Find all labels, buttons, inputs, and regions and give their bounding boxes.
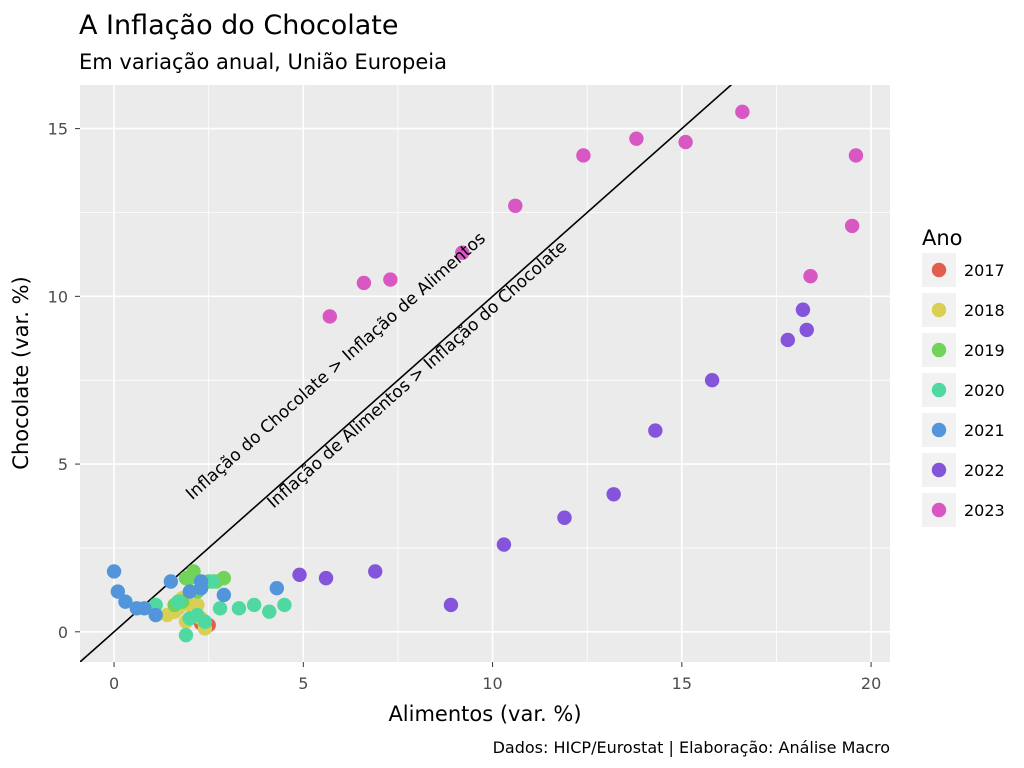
data-point-2023 bbox=[455, 245, 470, 260]
legend-label-2018: 2018 bbox=[964, 301, 1005, 320]
data-point-2022 bbox=[799, 322, 814, 338]
data-point-2020 bbox=[197, 614, 213, 629]
data-point-2021 bbox=[193, 574, 209, 589]
data-point-2023 bbox=[356, 275, 372, 291]
data-point-2021 bbox=[110, 584, 126, 599]
data-point-2019 bbox=[186, 564, 201, 579]
data-point-2022 bbox=[704, 373, 720, 388]
data-point-2019 bbox=[216, 570, 232, 586]
data-point-2021 bbox=[269, 580, 285, 596]
data-point-2023 bbox=[803, 269, 818, 284]
chart-title: A Inflação do Chocolate bbox=[79, 10, 399, 41]
legend-key-2020 bbox=[931, 382, 947, 398]
data-point-2020 bbox=[171, 594, 186, 609]
x-tick-label: 0 bbox=[109, 674, 119, 693]
data-point-2020 bbox=[212, 601, 228, 616]
reference-line-layer bbox=[80, 85, 733, 662]
axis-ticks: 0 5 10 15 20 0 5 10 15 bbox=[48, 120, 882, 693]
data-point-2022 bbox=[795, 302, 811, 317]
y-tick-label: 10 bbox=[48, 287, 68, 306]
data-point-2023 bbox=[383, 272, 398, 287]
legend-key-2019 bbox=[931, 342, 947, 358]
legend-key-2022 bbox=[931, 462, 947, 478]
data-point-2022 bbox=[496, 537, 512, 552]
data-point-2023 bbox=[629, 131, 644, 146]
data-point-2022 bbox=[780, 332, 796, 348]
legend-label-2022: 2022 bbox=[964, 461, 1005, 480]
points-layer bbox=[106, 104, 864, 643]
data-point-2023 bbox=[576, 148, 591, 163]
data-point-2021 bbox=[148, 607, 163, 623]
chart-caption: Dados: HICP/Eurostat | Elaboração: Análi… bbox=[493, 738, 890, 757]
data-point-2021 bbox=[182, 584, 197, 599]
data-point-2022 bbox=[443, 597, 459, 613]
x-axis-title: Alimentos (var. %) bbox=[388, 702, 581, 726]
legend-label-2021: 2021 bbox=[964, 421, 1005, 440]
data-point-2023 bbox=[508, 198, 523, 213]
data-point-2021 bbox=[118, 594, 133, 609]
data-point-2022 bbox=[648, 423, 663, 438]
legend-label-2017: 2017 bbox=[964, 261, 1005, 280]
data-point-2020 bbox=[277, 597, 292, 613]
data-point-2020 bbox=[246, 597, 262, 613]
data-point-2022 bbox=[318, 570, 334, 586]
legend-key-2023 bbox=[931, 502, 947, 518]
chart-subtitle: Em variação anual, União Europeia bbox=[79, 50, 447, 74]
y-axis-title: Chocolate (var. %) bbox=[9, 276, 33, 469]
data-point-2022 bbox=[368, 564, 383, 579]
data-point-2021 bbox=[137, 601, 152, 616]
legend-title: Ano bbox=[922, 226, 963, 250]
legend-label-2020: 2020 bbox=[964, 381, 1005, 400]
y-tick-label: 5 bbox=[58, 455, 68, 474]
data-point-2020 bbox=[205, 574, 220, 589]
data-point-2022 bbox=[606, 487, 621, 502]
reference-line bbox=[80, 85, 733, 662]
data-point-2022 bbox=[292, 567, 307, 582]
data-point-2020 bbox=[178, 627, 194, 643]
data-point-2023 bbox=[735, 104, 750, 120]
legend-key-2021 bbox=[931, 422, 947, 438]
x-tick-label: 15 bbox=[672, 674, 692, 693]
data-point-2021 bbox=[216, 587, 232, 603]
x-tick-label: 10 bbox=[482, 674, 502, 693]
legend-key-2018 bbox=[931, 302, 947, 318]
legend: Ano 2017 2018 2019 2020 2021 2022 2023 bbox=[922, 226, 1005, 527]
legend-label-2019: 2019 bbox=[964, 341, 1005, 360]
data-point-2022 bbox=[557, 510, 572, 525]
data-point-2023 bbox=[848, 148, 864, 163]
plot-panel bbox=[80, 85, 890, 662]
legend-key-2017 bbox=[931, 262, 947, 278]
y-tick-label: 15 bbox=[48, 120, 68, 139]
data-point-2023 bbox=[322, 309, 338, 324]
data-point-2021 bbox=[106, 564, 122, 579]
data-point-2020 bbox=[231, 601, 247, 616]
data-point-2021 bbox=[163, 574, 179, 589]
grid-lines bbox=[80, 85, 890, 662]
x-tick-label: 20 bbox=[861, 674, 881, 693]
data-point-2020 bbox=[148, 597, 163, 613]
x-tick-label: 5 bbox=[298, 674, 308, 693]
y-tick-label: 0 bbox=[58, 623, 68, 642]
data-point-2020 bbox=[262, 604, 277, 619]
data-point-2023 bbox=[678, 134, 693, 150]
legend-label-2023: 2023 bbox=[964, 501, 1005, 520]
data-point-2023 bbox=[844, 218, 860, 234]
